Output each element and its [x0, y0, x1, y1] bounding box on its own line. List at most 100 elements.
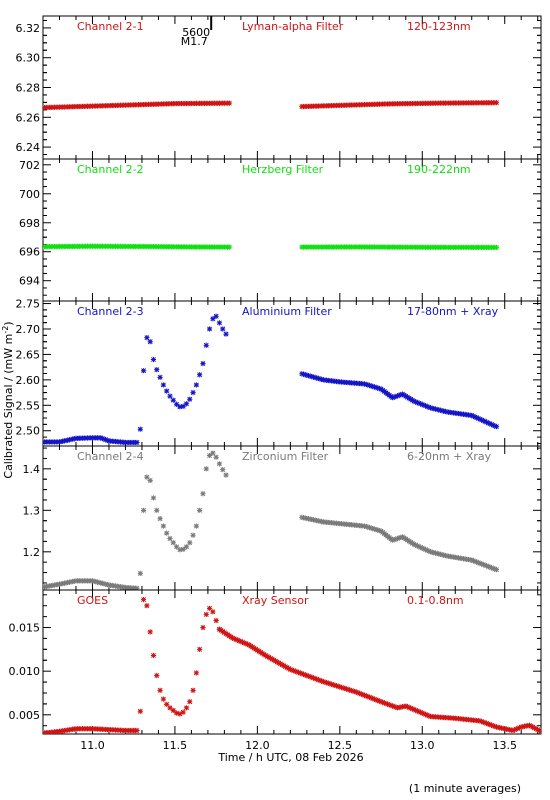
- panels-layer: 6.24 6.26 6.28 6.30 6.32 Channel 2-1 Lyman-alp…: [9, 15, 542, 752]
- data-point: [386, 702, 392, 708]
- y-tick-label: 0.015: [9, 622, 41, 635]
- data-point: [482, 720, 488, 726]
- data-point: [385, 701, 391, 707]
- panel-frame: [42, 158, 542, 302]
- data-point: [398, 392, 404, 398]
- data-point: [291, 668, 297, 674]
- data-point: [368, 383, 374, 389]
- data-point: [376, 698, 382, 704]
- panel-frame: [42, 300, 542, 447]
- data-point: [528, 723, 534, 729]
- x-tick-label: 13.0: [410, 739, 435, 752]
- data-point: [230, 635, 236, 641]
- data-point: [482, 418, 488, 425]
- panel-1: 6.24 6.26 6.28 6.30 6.32 Channel 2-1 Lyman-alp…: [16, 15, 542, 160]
- flare-point: [180, 403, 186, 409]
- flare-point: [150, 356, 157, 363]
- y-tick-label: 1.2: [23, 546, 41, 559]
- panel-band-label: 17-80nm + Xray: [407, 305, 499, 318]
- data-point: [286, 665, 292, 672]
- panel-filter-label: Herzberg Filter: [242, 163, 324, 176]
- data-point: [422, 403, 429, 409]
- flare-point: [154, 507, 160, 513]
- data-point: [422, 546, 429, 553]
- data-point: [363, 381, 369, 388]
- flare-point: [197, 372, 203, 378]
- data-point: [389, 703, 396, 709]
- panel-series: [43, 597, 541, 734]
- data-point: [304, 672, 310, 679]
- flare-point: [144, 603, 150, 609]
- flare-point: [170, 707, 176, 714]
- panel-4: 1.2 1.3 1.4 Channel 2-4 Zirconium Filter 6-20…: [23, 445, 542, 591]
- data-point: [490, 723, 496, 729]
- data-point: [396, 392, 402, 398]
- panel-frame: [42, 15, 542, 160]
- data-point: [538, 728, 541, 734]
- data-point: [479, 718, 485, 725]
- data-point: [376, 385, 382, 392]
- x-tick-label: 12.5: [328, 739, 353, 752]
- data-point: [239, 639, 246, 645]
- flare-point: [193, 670, 199, 676]
- data-point: [488, 722, 495, 728]
- data-point: [375, 697, 381, 704]
- data-point: [231, 636, 237, 642]
- data-point: [421, 711, 427, 717]
- data-point: [266, 654, 272, 660]
- y-tick-label: 2.55: [16, 399, 41, 412]
- flare-point: [137, 570, 143, 577]
- data-point: [488, 421, 495, 428]
- data-point: [474, 559, 480, 565]
- data-point: [470, 558, 476, 564]
- data-point: [244, 641, 251, 647]
- flare-point: [206, 452, 213, 459]
- data-point: [418, 544, 424, 550]
- data-point: [416, 543, 422, 550]
- data-point: [483, 720, 490, 726]
- data-point: [510, 727, 516, 734]
- data-point: [480, 418, 486, 424]
- data-point: [302, 672, 308, 678]
- data-point: [315, 677, 321, 683]
- flare-point: [160, 696, 166, 702]
- data-point: [343, 686, 350, 692]
- data-point: [282, 664, 289, 670]
- flare-point: [206, 605, 213, 611]
- data-point: [355, 690, 361, 696]
- flare-point: [223, 331, 229, 337]
- data-point: [134, 585, 140, 590]
- data-point: [333, 683, 340, 689]
- y-tick-label: 6.24: [16, 141, 41, 154]
- data-point: [310, 675, 317, 681]
- data-point: [226, 244, 232, 250]
- data-point: [388, 702, 394, 708]
- data-point: [424, 712, 430, 718]
- data-point: [236, 638, 242, 644]
- data-point: [472, 558, 478, 564]
- data-point: [279, 662, 285, 668]
- data-point: [274, 659, 280, 665]
- data-point: [414, 708, 420, 714]
- flare-point: [220, 467, 226, 473]
- data-point: [526, 722, 533, 728]
- flare-point: [200, 491, 206, 497]
- data-point: [324, 680, 330, 686]
- flare-point: [157, 516, 163, 522]
- data-point: [396, 535, 402, 541]
- data-point: [263, 652, 269, 659]
- data-point: [394, 535, 401, 542]
- data-point: [419, 710, 425, 716]
- data-point: [474, 415, 480, 421]
- flare-marker-label-2: M1.7: [181, 35, 208, 48]
- panel-band-label: 190-222nm: [407, 163, 471, 176]
- flare-point: [187, 540, 193, 546]
- data-point: [413, 542, 419, 548]
- data-point: [477, 560, 483, 566]
- y-tick-label: 694: [19, 275, 40, 288]
- data-point: [234, 637, 241, 643]
- data-point: [479, 561, 485, 567]
- data-point: [365, 382, 371, 388]
- data-point: [350, 688, 356, 694]
- flare-point: [157, 374, 163, 380]
